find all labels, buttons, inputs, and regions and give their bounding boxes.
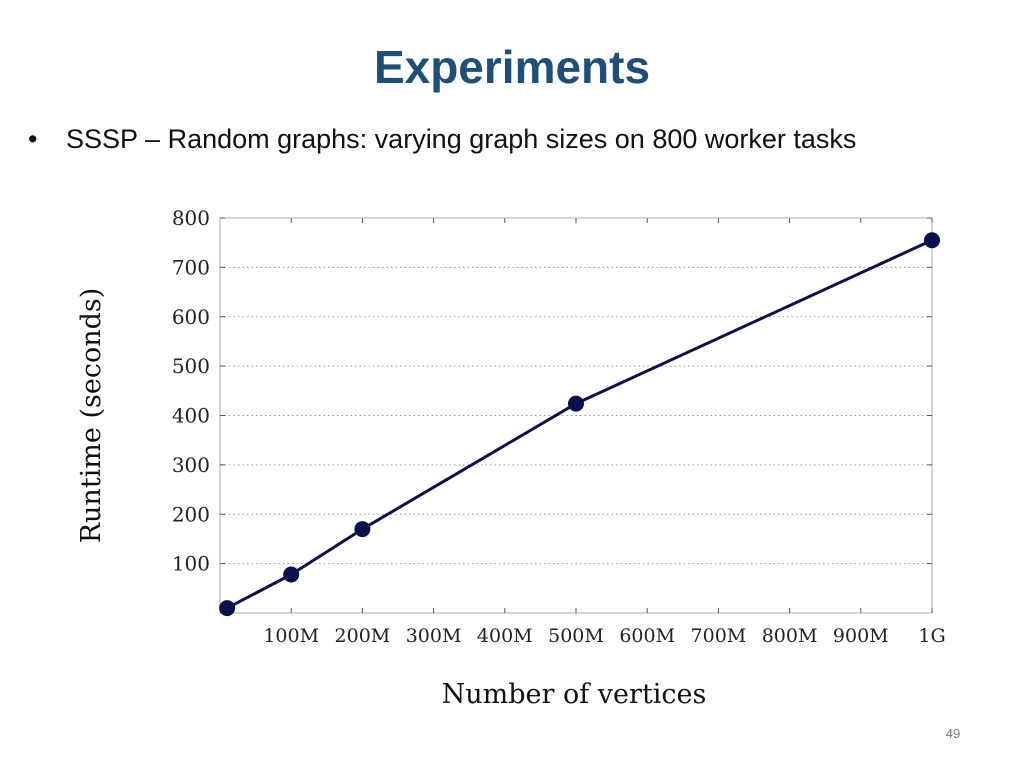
bullet-marker: • [28, 124, 38, 154]
y-tick-label: 600 [172, 305, 210, 329]
x-tick-label: 1G [918, 625, 945, 647]
x-tick-label: 900M [833, 625, 889, 647]
bullet-text: SSSP – Random graphs: varying graph size… [66, 124, 857, 154]
x-tick-label: 800M [762, 625, 818, 647]
x-tick-label: 300M [406, 625, 462, 647]
data-point [354, 521, 371, 538]
y-tick-label: 700 [172, 255, 210, 279]
y-tick-label: 800 [172, 206, 210, 230]
bullet-item: • SSSP – Random graphs: varying graph siz… [28, 124, 856, 155]
series-line [226, 238, 933, 610]
x-tick-label: 600M [619, 625, 675, 647]
axis-ticks: 100 200 300 400 500 600 700 800 100M 200M 300M 400M… [172, 206, 946, 647]
x-tick-label: 700M [691, 625, 747, 647]
grid-lines [220, 266, 932, 565]
y-tick-label: 500 [172, 354, 210, 378]
data-point [219, 600, 236, 617]
data-point [568, 395, 584, 412]
x-axis-label: Number of vertices [442, 679, 707, 710]
x-tick-label: 200M [335, 625, 391, 647]
y-tick-label: 400 [172, 404, 210, 428]
series-runtime [219, 232, 940, 617]
x-tick-label: 100M [263, 625, 319, 647]
data-point [924, 232, 940, 249]
y-tick-label: 200 [172, 502, 210, 526]
slide-title: Experiments [373, 41, 651, 93]
y-tick-label: 100 [172, 552, 210, 576]
x-tick-label: 400M [477, 625, 533, 647]
y-axis-label: Runtime (seconds) [76, 288, 107, 544]
y-tick-label: 300 [172, 453, 210, 477]
page-number: 49 [945, 726, 961, 741]
data-point [283, 566, 300, 583]
x-tick-label: 500M [548, 625, 604, 647]
axis-labels: Number of vertices Runtime (seconds) [76, 288, 706, 710]
